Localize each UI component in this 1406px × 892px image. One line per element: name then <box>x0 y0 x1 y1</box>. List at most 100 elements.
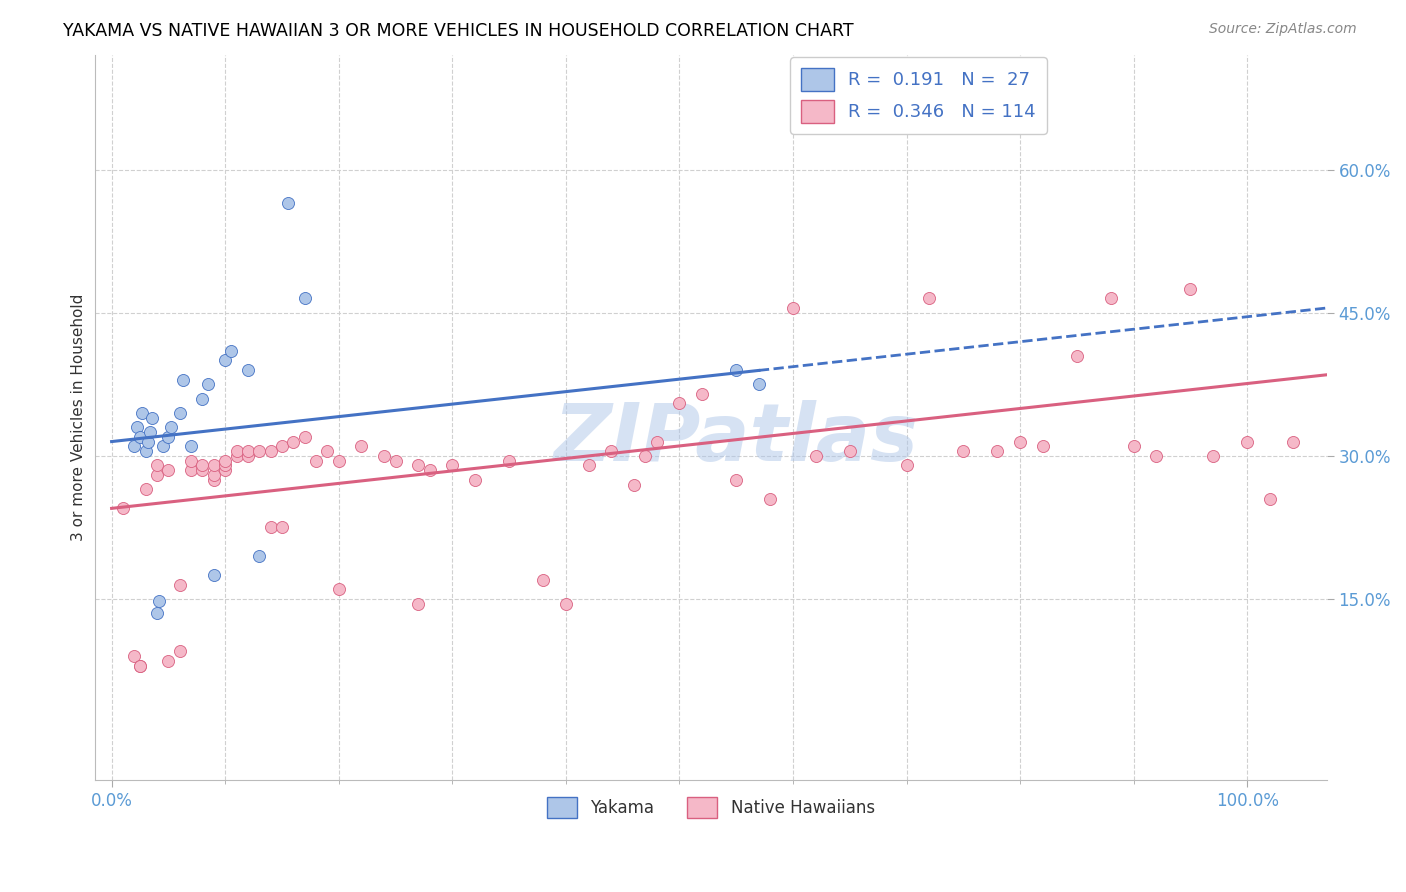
Point <box>1032 439 1054 453</box>
Point <box>191 392 214 406</box>
Point <box>804 449 827 463</box>
Point <box>141 410 163 425</box>
Point <box>236 363 259 377</box>
Point <box>896 458 918 473</box>
Point <box>748 377 770 392</box>
Point <box>202 458 225 473</box>
Point <box>645 434 668 449</box>
Y-axis label: 3 or more Vehicles in Household: 3 or more Vehicles in Household <box>72 294 86 541</box>
Point <box>197 377 219 392</box>
Point <box>202 473 225 487</box>
Point <box>305 453 328 467</box>
Point <box>419 463 441 477</box>
Point <box>759 491 782 506</box>
Point <box>129 658 152 673</box>
Point <box>277 196 299 211</box>
Point <box>259 444 281 458</box>
Point <box>202 568 225 582</box>
Point <box>283 434 305 449</box>
Point <box>180 463 202 477</box>
Point <box>157 463 180 477</box>
Point <box>225 449 247 463</box>
Point <box>157 654 180 668</box>
Point <box>146 607 169 621</box>
Point <box>111 501 134 516</box>
Point <box>725 473 748 487</box>
Point <box>464 473 486 487</box>
Point <box>554 597 576 611</box>
Point <box>1122 439 1144 453</box>
Point <box>294 292 316 306</box>
Point <box>214 463 236 477</box>
Point <box>406 458 429 473</box>
Point <box>139 425 162 439</box>
Point <box>294 430 316 444</box>
Point <box>247 549 270 563</box>
Point <box>1010 434 1032 449</box>
Point <box>124 649 146 664</box>
Text: YAKAMA VS NATIVE HAWAIIAN 3 OR MORE VEHICLES IN HOUSEHOLD CORRELATION CHART: YAKAMA VS NATIVE HAWAIIAN 3 OR MORE VEHI… <box>63 22 853 40</box>
Point <box>152 439 174 453</box>
Point <box>219 343 242 358</box>
Point <box>1099 292 1122 306</box>
Point <box>1144 449 1167 463</box>
Point <box>271 439 294 453</box>
Point <box>498 453 520 467</box>
Point <box>531 573 554 587</box>
Point <box>247 444 270 458</box>
Text: Source: ZipAtlas.com: Source: ZipAtlas.com <box>1209 22 1357 37</box>
Point <box>125 420 148 434</box>
Point <box>236 449 259 463</box>
Point <box>441 458 464 473</box>
Point <box>172 373 194 387</box>
Point <box>782 301 804 315</box>
Point <box>191 458 214 473</box>
Point <box>600 444 623 458</box>
Point <box>146 467 169 482</box>
Point <box>1258 491 1281 506</box>
Point <box>236 444 259 458</box>
Point <box>668 396 690 410</box>
Point <box>129 430 152 444</box>
Point <box>838 444 860 458</box>
Point <box>180 439 202 453</box>
Point <box>214 453 236 467</box>
Point <box>1202 449 1225 463</box>
Point <box>1066 349 1088 363</box>
Point <box>180 453 202 467</box>
Point <box>406 597 429 611</box>
Point <box>148 594 170 608</box>
Point <box>1281 434 1303 449</box>
Legend: Yakama, Native Hawaiians: Yakama, Native Hawaiians <box>538 789 883 826</box>
Point <box>271 520 294 534</box>
Point <box>1236 434 1258 449</box>
Point <box>124 439 146 453</box>
Point <box>169 406 191 420</box>
Point <box>157 430 180 444</box>
Point <box>986 444 1008 458</box>
Point <box>952 444 974 458</box>
Point <box>129 658 152 673</box>
Point <box>191 463 214 477</box>
Point <box>328 453 350 467</box>
Point <box>214 353 236 368</box>
Point <box>131 406 153 420</box>
Point <box>136 434 159 449</box>
Point <box>169 644 191 658</box>
Point <box>725 363 748 377</box>
Point <box>578 458 600 473</box>
Point <box>384 453 406 467</box>
Point <box>634 449 657 463</box>
Point <box>135 483 157 497</box>
Point <box>225 444 247 458</box>
Text: ZIPatlas: ZIPatlas <box>553 401 918 478</box>
Point <box>690 387 713 401</box>
Point <box>159 420 181 434</box>
Point <box>350 439 373 453</box>
Point <box>328 582 350 597</box>
Point <box>918 292 941 306</box>
Point <box>1180 282 1202 296</box>
Point <box>202 467 225 482</box>
Point <box>316 444 339 458</box>
Point <box>214 458 236 473</box>
